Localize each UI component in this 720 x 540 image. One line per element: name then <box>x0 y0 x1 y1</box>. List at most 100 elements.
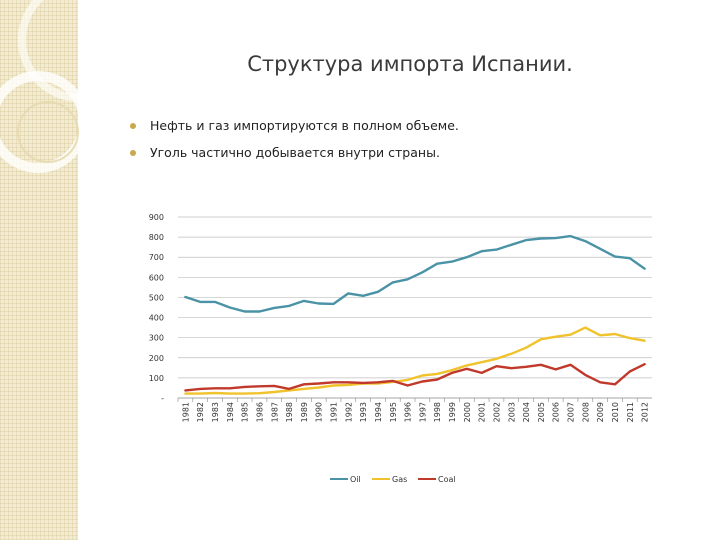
data-point-coal <box>362 382 365 384</box>
data-point-oil <box>554 237 557 240</box>
y-tick-label: 200 <box>149 354 164 363</box>
import-line-chart: - 100 200 300 400 500 600 700 800 900 1981 1982 1983… <box>149 213 652 484</box>
data-point-gas <box>228 392 231 395</box>
data-point-gas <box>599 334 602 337</box>
data-point-gas <box>303 388 305 390</box>
x-tick-label: 2007 <box>567 402 576 422</box>
y-tick-label: 300 <box>149 334 164 343</box>
x-tick-label: 2000 <box>463 402 472 422</box>
bullet-list: Нефть и газ импортируются в полном объем… <box>130 118 690 172</box>
data-point-gas <box>465 364 468 367</box>
data-point-oil <box>406 278 409 281</box>
x-tick-label: 1993 <box>359 402 368 422</box>
data-point-coal <box>465 367 468 370</box>
data-point-coal <box>554 368 557 371</box>
data-point-coal <box>214 387 216 390</box>
data-point-oil <box>258 310 261 313</box>
data-point-coal <box>377 381 379 384</box>
x-tick-label: 2002 <box>492 402 501 422</box>
data-point-gas <box>525 346 527 349</box>
data-point-coal <box>228 387 231 390</box>
x-tick-label: 2001 <box>478 402 487 422</box>
slide-title: Структура импорта Испании. <box>247 52 573 76</box>
series-line-oil <box>184 234 646 313</box>
data-point-oil <box>184 296 187 298</box>
x-tick-label: 2012 <box>641 402 650 422</box>
bullet-item: Нефть и газ импортируются в полном объем… <box>130 118 690 145</box>
data-point-coal <box>391 380 394 382</box>
x-tick-label: 1995 <box>389 402 398 422</box>
data-point-gas <box>643 339 646 342</box>
data-point-oil <box>540 237 542 240</box>
bullet-icon <box>130 150 136 156</box>
data-point-oil <box>332 302 335 305</box>
decorative-circle <box>17 101 79 163</box>
x-tick-label: 1991 <box>330 402 339 422</box>
data-point-gas <box>480 361 483 364</box>
y-tick-label: 800 <box>149 233 164 242</box>
data-point-coal <box>317 382 320 385</box>
x-tick-label: 1981 <box>181 402 190 422</box>
x-tick-label: 1982 <box>196 402 205 422</box>
data-point-oil <box>643 267 646 270</box>
data-point-coal <box>451 371 453 374</box>
legend-label-gas: Gas <box>392 475 407 484</box>
x-tick-label: 1990 <box>315 402 324 422</box>
x-tick-label: 2011 <box>626 402 635 422</box>
data-point-coal <box>569 363 572 366</box>
data-point-coal <box>643 363 646 366</box>
legend-label-coal: Coal <box>438 475 456 484</box>
bullet-item: Уголь частично добывается внутри страны. <box>130 145 690 172</box>
y-tick-label: 600 <box>149 273 164 282</box>
data-point-oil <box>614 255 616 258</box>
data-point-gas <box>199 392 202 395</box>
data-point-oil <box>480 250 483 253</box>
y-tick-label: 400 <box>149 314 164 323</box>
data-point-gas <box>451 369 453 372</box>
data-point-coal <box>436 378 439 381</box>
x-tick-label: 1986 <box>255 402 264 422</box>
data-point-oil <box>228 306 231 309</box>
data-point-oil <box>362 294 365 297</box>
data-point-oil <box>436 262 439 265</box>
data-point-oil <box>303 299 305 302</box>
data-point-coal <box>199 388 202 390</box>
y-tick-label: 500 <box>149 293 164 302</box>
y-tick-label: 100 <box>149 374 164 383</box>
data-point-coal <box>347 381 350 384</box>
data-point-oil <box>569 235 572 238</box>
data-point-coal <box>184 389 187 392</box>
x-tick-label: 1994 <box>374 402 383 422</box>
x-tick-label: 2004 <box>522 402 531 422</box>
data-point-gas <box>540 338 542 341</box>
data-point-oil <box>510 243 513 246</box>
data-point-gas <box>436 372 439 375</box>
data-point-coal <box>273 385 276 387</box>
data-point-oil <box>214 300 216 303</box>
data-point-gas <box>243 392 246 395</box>
x-tick-label: 1999 <box>448 402 457 422</box>
data-point-coal <box>406 384 409 387</box>
bullet-text: Уголь частично добывается внутри страны. <box>150 145 440 160</box>
x-tick-label: 1998 <box>433 402 442 422</box>
x-tick-label: 2010 <box>611 402 620 422</box>
data-point-oil <box>584 240 587 243</box>
data-point-gas <box>214 392 216 394</box>
data-point-gas <box>273 391 276 393</box>
data-point-coal <box>510 367 513 370</box>
data-point-oil <box>377 290 379 293</box>
data-point-oil <box>495 248 498 251</box>
data-point-coal <box>243 386 246 388</box>
data-point-coal <box>480 371 483 374</box>
data-point-gas <box>628 337 631 339</box>
data-point-gas <box>332 384 335 387</box>
x-tick-label: 1983 <box>211 402 220 422</box>
data-point-coal <box>614 383 616 386</box>
data-point-gas <box>614 333 616 335</box>
legend-label-oil: Oil <box>350 475 361 484</box>
data-point-gas <box>495 357 498 360</box>
x-tick-label: 1988 <box>285 402 294 422</box>
data-point-oil <box>628 257 631 260</box>
data-point-coal <box>495 365 498 368</box>
x-tick-label: 1987 <box>270 402 279 422</box>
